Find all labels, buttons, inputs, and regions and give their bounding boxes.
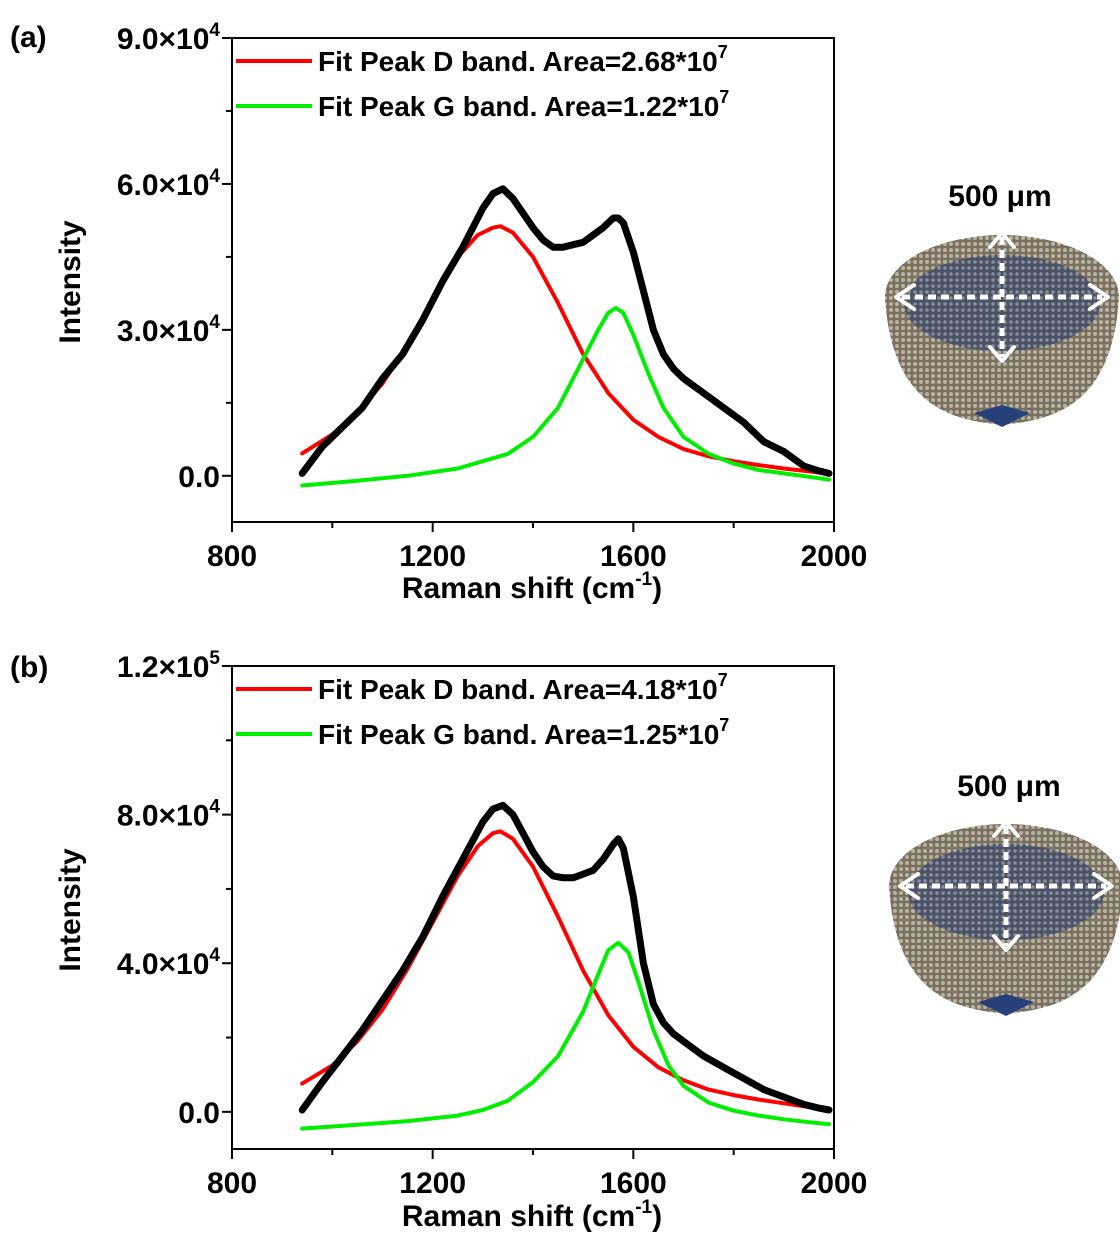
legend-label-2: Fit Peak G band. Area=1.22*107 bbox=[318, 87, 729, 122]
x-tick-label-1: 1200 bbox=[399, 540, 466, 573]
y-tick-label-3: 9.0×104 bbox=[117, 20, 221, 56]
series-raman-spectrum-line bbox=[298, 185, 833, 477]
bowl-illustration-a: textured-bowl-with-arrows-icon bbox=[885, 231, 1119, 427]
legend: Fit Peak D band. Area=4.18*107 Fit Peak G… bbox=[236, 670, 729, 750]
x-tick-label-0: 800 bbox=[207, 1167, 257, 1200]
legend: Fit Peak D band. Area=2.68*107 Fit Peak G… bbox=[236, 42, 729, 122]
scale-label-b: 500 μm bbox=[957, 770, 1060, 803]
series-fit-line-1 bbox=[300, 829, 831, 1112]
y-axis-label: Intensity bbox=[54, 220, 87, 344]
legend-label-1: Fit Peak D band. Area=4.18*107 bbox=[318, 670, 728, 705]
series-fit-line-1 bbox=[300, 224, 831, 476]
series-fit-line-2 bbox=[300, 306, 831, 488]
y-tick-label-0: 0.0 bbox=[178, 461, 220, 494]
y-ticks: 0.0 3.0×104 6.0×104 9.0×104 bbox=[117, 20, 232, 494]
panel-b: (b) 0.0 4.0×104 8.0×104 1.2×105 800 1200 1600… bbox=[10, 648, 1120, 1233]
x-tick-label-0: 800 bbox=[207, 540, 257, 573]
legend-label-2: Fit Peak G band. Area=1.25*107 bbox=[318, 715, 729, 750]
legend-label-1: Fit Peak D band. Area=2.68*107 bbox=[318, 42, 728, 77]
x-axis-label: Raman shift (cm-1) bbox=[402, 1197, 662, 1233]
series-group bbox=[298, 801, 833, 1131]
y-tick-label-2: 6.0×104 bbox=[117, 166, 221, 202]
y-tick-label-1: 4.0×104 bbox=[117, 945, 221, 981]
y-tick-label-0: 0.0 bbox=[178, 1097, 220, 1130]
x-tick-label-3: 2000 bbox=[801, 540, 868, 573]
chart-b: 0.0 4.0×104 8.0×104 1.2×105 800 1200 1600 2000… bbox=[54, 648, 867, 1233]
x-ticks: 800 1200 1600 2000 bbox=[207, 1149, 867, 1200]
y-axis-label: Intensity bbox=[54, 848, 87, 972]
panel-label-a: (a) bbox=[10, 21, 47, 54]
x-tick-label-3: 2000 bbox=[801, 1167, 868, 1200]
series-fit-line-2 bbox=[300, 940, 831, 1131]
panel-label-b: (b) bbox=[10, 651, 48, 684]
x-tick-label-2: 1600 bbox=[600, 1167, 667, 1200]
x-ticks: 800 1200 1600 2000 bbox=[207, 522, 867, 573]
y-tick-label-2: 8.0×104 bbox=[117, 797, 221, 833]
x-tick-label-1: 1200 bbox=[399, 1167, 466, 1200]
series-group bbox=[298, 185, 833, 488]
x-tick-label-2: 1600 bbox=[600, 540, 667, 573]
y-ticks: 0.0 4.0×104 8.0×104 1.2×105 bbox=[117, 648, 232, 1130]
series-raman-spectrum-line bbox=[298, 801, 833, 1114]
chart-a: 0.0 3.0×104 6.0×104 9.0×104 800 1200 1600 2000… bbox=[54, 20, 867, 605]
panel-a: (a) 0.0 3.0×104 6.0×104 9.0×104 800 1200 1600… bbox=[10, 20, 1119, 605]
y-tick-label-3: 1.2×105 bbox=[117, 648, 221, 684]
bowl-illustration-b: textured-bowl-with-arrows-icon bbox=[889, 820, 1120, 1016]
y-tick-label-1: 3.0×104 bbox=[117, 312, 221, 348]
scale-label-a: 500 μm bbox=[948, 180, 1051, 213]
x-axis-label: Raman shift (cm-1) bbox=[402, 569, 662, 605]
